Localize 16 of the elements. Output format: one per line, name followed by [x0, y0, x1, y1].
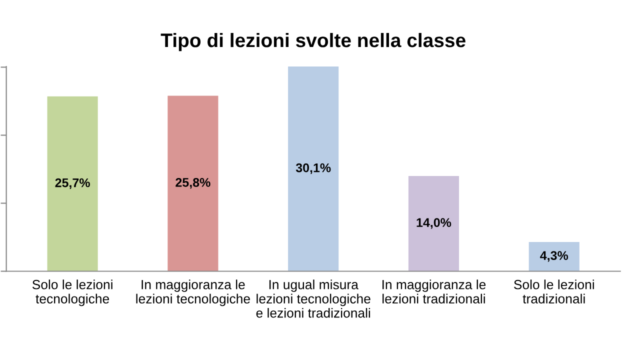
data-label: 14,0%	[416, 218, 452, 229]
x-tick-label: In maggioranza le lezioni tradizionali	[382, 280, 486, 304]
x-tick-label: Solo le lezioni tradizionali	[514, 280, 594, 304]
x-tick-label: Solo le lezioni tecnologiche	[32, 280, 112, 306]
chart-title: Tipo di lezioni svolte nella classe	[160, 32, 466, 52]
x-tick-label: In ugual misura lezioni tecnologiche e lezioni tradizionali	[256, 280, 370, 318]
data-label: 4,3%	[540, 251, 568, 262]
x-tick-label: In maggioranza le lezioni tecnologiche	[136, 280, 250, 306]
data-label: 25,8%	[176, 178, 210, 189]
bar	[288, 66, 339, 272]
data-label: 25,7%	[55, 178, 90, 190]
bar	[168, 96, 218, 272]
bar	[47, 96, 98, 272]
bar	[528, 242, 580, 272]
bar	[408, 176, 460, 272]
data-label: 30,1%	[296, 163, 331, 174]
